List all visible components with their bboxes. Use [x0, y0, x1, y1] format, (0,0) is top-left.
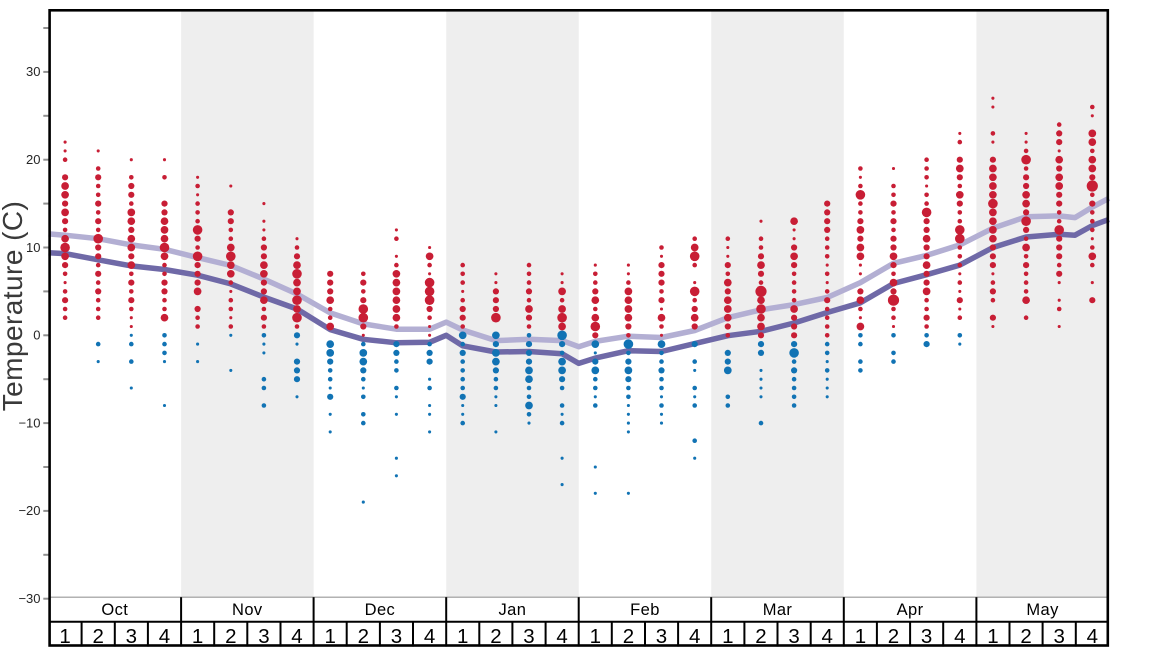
svg-text:2: 2	[225, 625, 236, 648]
svg-text:10: 10	[26, 240, 40, 255]
svg-text:3: 3	[656, 625, 667, 648]
svg-text:3: 3	[921, 625, 932, 648]
svg-text:Feb: Feb	[630, 601, 660, 619]
svg-text:1: 1	[324, 625, 335, 648]
svg-text:4: 4	[1087, 625, 1098, 648]
svg-text:−20: −20	[18, 503, 40, 518]
svg-text:4: 4	[821, 625, 832, 648]
svg-text:1: 1	[590, 625, 601, 648]
svg-text:May: May	[1026, 601, 1059, 619]
svg-text:3: 3	[523, 625, 534, 648]
svg-text:Nov: Nov	[232, 601, 263, 619]
svg-text:2: 2	[358, 625, 369, 648]
svg-text:Mar: Mar	[763, 601, 793, 619]
svg-text:0: 0	[33, 328, 40, 343]
svg-text:−30: −30	[18, 591, 40, 606]
svg-text:Apr: Apr	[897, 601, 924, 619]
svg-text:Oct: Oct	[101, 601, 128, 619]
svg-text:Jan: Jan	[498, 601, 526, 619]
svg-text:3: 3	[258, 625, 269, 648]
svg-text:2: 2	[490, 625, 501, 648]
svg-text:4: 4	[556, 625, 567, 648]
svg-text:4: 4	[954, 625, 965, 648]
svg-text:4: 4	[689, 625, 700, 648]
svg-text:30: 30	[26, 64, 40, 79]
svg-text:1: 1	[722, 625, 733, 648]
svg-text:Temperature (C): Temperature (C)	[0, 201, 28, 412]
svg-text:3: 3	[391, 625, 402, 648]
svg-text:20: 20	[26, 152, 40, 167]
svg-text:1: 1	[457, 625, 468, 648]
svg-text:3: 3	[126, 625, 137, 648]
svg-text:4: 4	[424, 625, 435, 648]
svg-text:3: 3	[1053, 625, 1064, 648]
svg-text:Dec: Dec	[365, 601, 396, 619]
svg-text:2: 2	[888, 625, 899, 648]
svg-text:1: 1	[192, 625, 203, 648]
svg-text:1: 1	[987, 625, 998, 648]
svg-text:1: 1	[855, 625, 866, 648]
svg-text:1: 1	[59, 625, 70, 648]
svg-text:2: 2	[755, 625, 766, 648]
svg-text:3: 3	[788, 625, 799, 648]
svg-text:4: 4	[159, 625, 170, 648]
svg-text:−10: −10	[18, 415, 40, 430]
svg-text:2: 2	[1020, 625, 1031, 648]
svg-text:4: 4	[291, 625, 302, 648]
svg-text:2: 2	[623, 625, 634, 648]
svg-text:2: 2	[92, 625, 103, 648]
